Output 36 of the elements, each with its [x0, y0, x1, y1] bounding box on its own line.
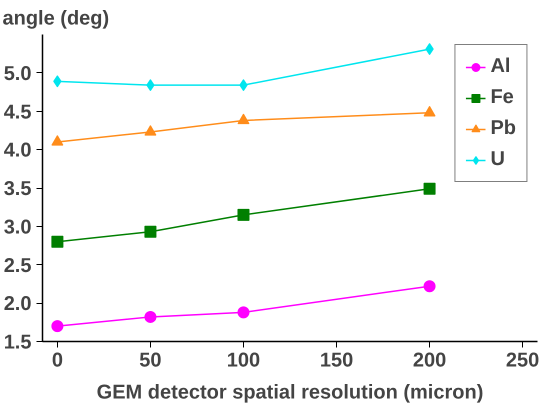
point: [424, 106, 436, 116]
y-tick-label: 2.0: [4, 293, 32, 316]
point: [53, 75, 62, 88]
x-tick-label: 100: [226, 350, 260, 372]
legend-label: Al: [490, 55, 510, 78]
point: [424, 182, 436, 195]
point: [144, 125, 156, 136]
point: [424, 280, 436, 292]
x-tick-label: 0: [52, 350, 63, 372]
point: [237, 306, 250, 318]
y-axis-title: angle (deg): [2, 8, 110, 30]
legend-label: U: [490, 148, 506, 171]
x-tick-label: 250: [506, 350, 540, 372]
y-tick-label: 1.5: [4, 332, 32, 354]
y-tick-label: 4.0: [4, 140, 32, 162]
x-axis-title: GEM detector spatial resolution (micron): [96, 382, 484, 404]
point: [237, 114, 250, 124]
x-tick-label: 200: [412, 350, 446, 372]
point: [51, 135, 64, 146]
x-tick-label: 50: [139, 350, 162, 372]
legend-label: Pb: [490, 117, 516, 140]
legend-label: Fe: [490, 86, 514, 109]
point: [237, 208, 250, 221]
point: [425, 43, 434, 56]
y-tick-label: 3.0: [4, 216, 32, 238]
point: [146, 79, 155, 92]
y-tick-label: 3.5: [4, 178, 32, 200]
point: [239, 79, 248, 92]
y-tick-label: 2.5: [4, 254, 32, 277]
x-tick-label: 150: [320, 350, 354, 372]
y-tick-label: 4.5: [4, 101, 32, 124]
point: [51, 236, 64, 248]
y-tick-label: 5.0: [4, 62, 32, 85]
point: [144, 310, 156, 323]
point: [51, 320, 64, 332]
point: [144, 226, 156, 238]
